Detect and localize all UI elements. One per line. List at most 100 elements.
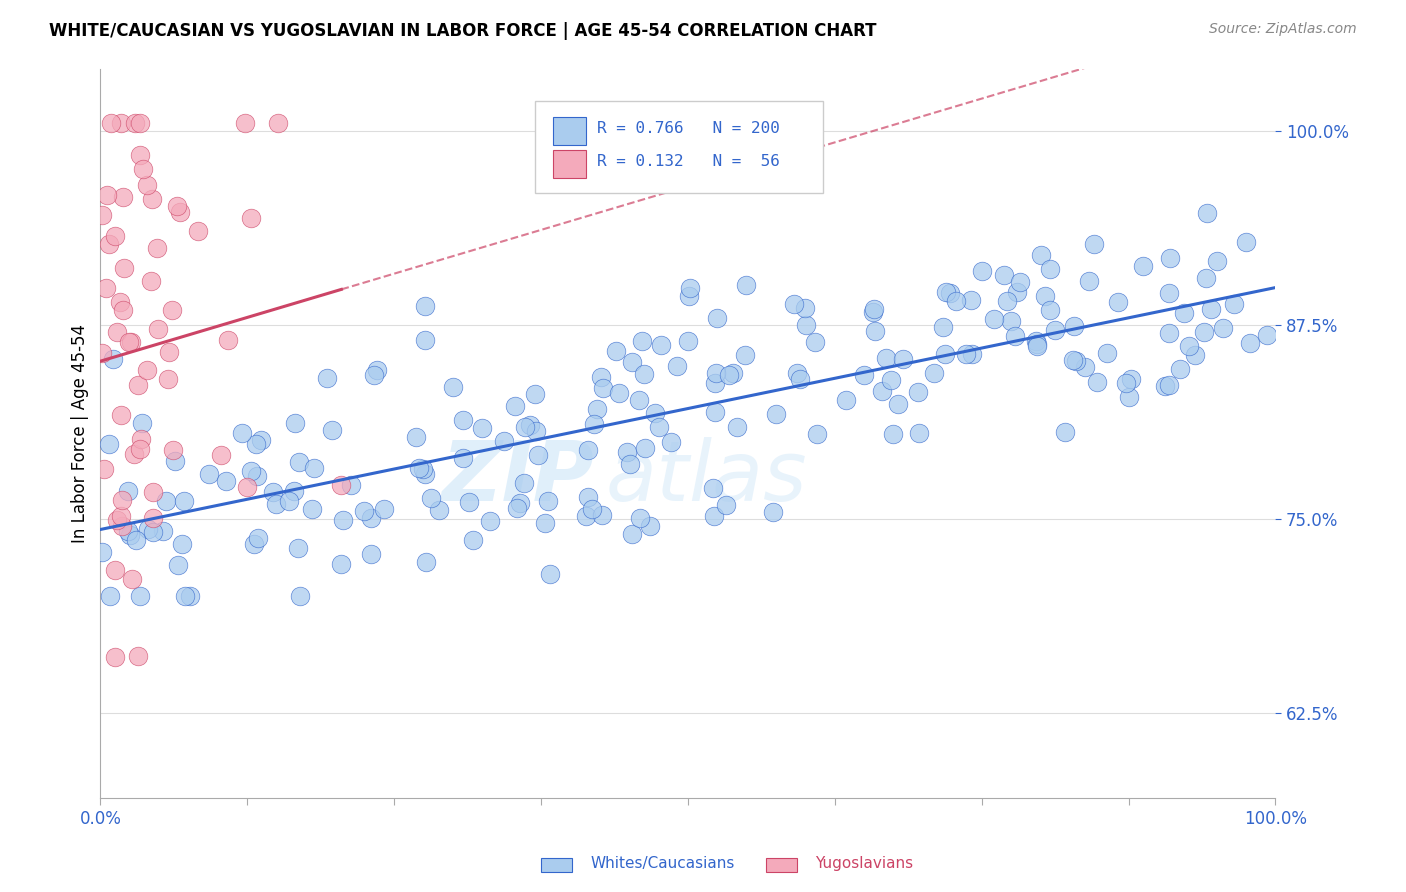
Point — [628, 511, 651, 525]
Point — [215, 474, 238, 488]
Point — [124, 116, 146, 130]
Point — [142, 511, 165, 525]
Point — [907, 385, 929, 400]
Point — [1066, 354, 1088, 368]
Point — [1045, 323, 1067, 337]
Point — [717, 368, 740, 383]
Point — [105, 325, 128, 339]
Point — [666, 359, 689, 373]
Text: Whites/Caucasians: Whites/Caucasians — [591, 856, 735, 871]
Point — [1025, 334, 1047, 348]
Point — [783, 297, 806, 311]
Point — [835, 393, 858, 408]
Point — [91, 544, 114, 558]
Point — [616, 445, 638, 459]
Point — [706, 310, 728, 325]
Point — [789, 372, 811, 386]
Point — [515, 419, 537, 434]
Point — [492, 434, 515, 448]
Point — [628, 392, 651, 407]
Point — [762, 505, 785, 519]
Point — [288, 590, 311, 604]
Point — [527, 448, 550, 462]
Point — [100, 116, 122, 130]
Point — [630, 334, 652, 348]
Point — [633, 441, 655, 455]
Point — [882, 426, 904, 441]
Point — [513, 476, 536, 491]
Point — [262, 485, 284, 500]
Point — [1168, 362, 1191, 376]
Point — [1039, 261, 1062, 276]
Point — [575, 508, 598, 523]
Point — [283, 484, 305, 499]
Point — [451, 451, 474, 466]
Point — [105, 513, 128, 527]
Point — [157, 344, 180, 359]
Point — [231, 425, 253, 440]
Point — [471, 421, 494, 435]
Point — [1132, 259, 1154, 273]
Point — [519, 417, 541, 432]
Point — [277, 493, 299, 508]
Point — [146, 322, 169, 336]
Point — [127, 648, 149, 663]
Bar — [553, 118, 586, 145]
Point — [155, 493, 177, 508]
Point — [1033, 289, 1056, 303]
Point — [96, 188, 118, 202]
Point — [288, 455, 311, 469]
Point — [725, 420, 748, 434]
Point — [330, 557, 353, 571]
Point — [922, 366, 945, 380]
Point — [648, 420, 671, 434]
Point — [117, 524, 139, 539]
Point — [702, 481, 724, 495]
Point — [585, 401, 607, 416]
Point — [110, 509, 132, 524]
Point — [169, 205, 191, 219]
Point — [412, 462, 434, 476]
Text: R = 0.766   N = 200: R = 0.766 N = 200 — [598, 120, 780, 136]
Point — [1039, 303, 1062, 318]
Point — [110, 116, 132, 130]
Point — [607, 385, 630, 400]
Point — [879, 373, 901, 387]
Point — [1159, 285, 1181, 300]
Point — [98, 590, 121, 604]
Point — [955, 347, 977, 361]
Point — [373, 502, 395, 516]
Point — [659, 435, 682, 450]
Point — [1074, 360, 1097, 375]
Point — [166, 558, 188, 572]
Point — [644, 406, 666, 420]
Point — [945, 294, 967, 309]
Point — [98, 236, 121, 251]
Point — [1097, 346, 1119, 360]
Point — [321, 423, 343, 437]
Point — [104, 650, 127, 665]
Point — [1205, 253, 1227, 268]
Point — [91, 208, 114, 222]
Text: Yugoslavians: Yugoslavians — [815, 856, 914, 871]
Point — [301, 502, 323, 516]
Point — [803, 334, 825, 349]
Point — [118, 806, 141, 821]
Point — [794, 301, 817, 315]
Point — [1107, 295, 1129, 310]
Point — [863, 301, 886, 316]
Point — [1025, 337, 1047, 351]
Point — [794, 318, 817, 332]
Point — [97, 436, 120, 450]
Point — [360, 548, 382, 562]
Point — [503, 399, 526, 413]
Point — [1062, 353, 1084, 368]
Point — [538, 567, 561, 582]
Point — [1063, 318, 1085, 333]
Point — [413, 333, 436, 347]
Point — [284, 416, 307, 430]
Point — [506, 500, 529, 515]
FancyBboxPatch shape — [536, 102, 823, 193]
Point — [125, 533, 148, 547]
Point — [592, 381, 614, 395]
